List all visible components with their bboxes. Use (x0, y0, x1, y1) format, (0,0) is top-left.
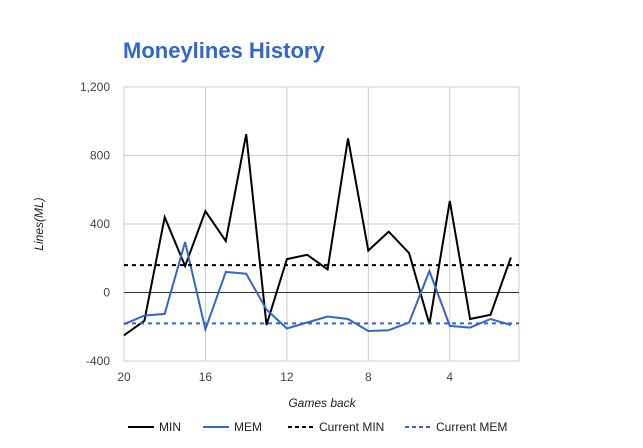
y-axis-ticks: -400 0 400 800 1,200 (80, 80, 110, 368)
y-tick-label: -400 (86, 354, 110, 368)
x-axis-label: Games back (288, 396, 356, 410)
legend: MIN MEM Current MIN Current MEM (128, 420, 507, 434)
y-axis-label: Lines(ML) (32, 197, 46, 250)
y-tick-label: 800 (90, 149, 110, 163)
series-line-mem (123, 241, 512, 333)
chart-title: Moneylines History (123, 38, 325, 63)
x-tick-label: 16 (199, 370, 213, 384)
x-tick-label: 8 (365, 370, 372, 384)
legend-label-mem: MEM (234, 420, 262, 434)
legend-label-current-mem: Current MEM (436, 420, 507, 434)
x-tick-label: 20 (117, 370, 131, 384)
x-axis-ticks: 20 16 12 8 4 (117, 370, 453, 384)
series-layer (123, 133, 519, 337)
y-tick-label: 1,200 (80, 80, 110, 94)
y-tick-label: 400 (90, 217, 110, 231)
legend-label-min: MIN (159, 420, 181, 434)
legend-label-current-min: Current MIN (319, 420, 384, 434)
x-tick-label: 4 (446, 370, 453, 384)
y-tick-label: 0 (103, 286, 110, 300)
gridlines (123, 86, 520, 362)
x-tick-label: 12 (280, 370, 294, 384)
